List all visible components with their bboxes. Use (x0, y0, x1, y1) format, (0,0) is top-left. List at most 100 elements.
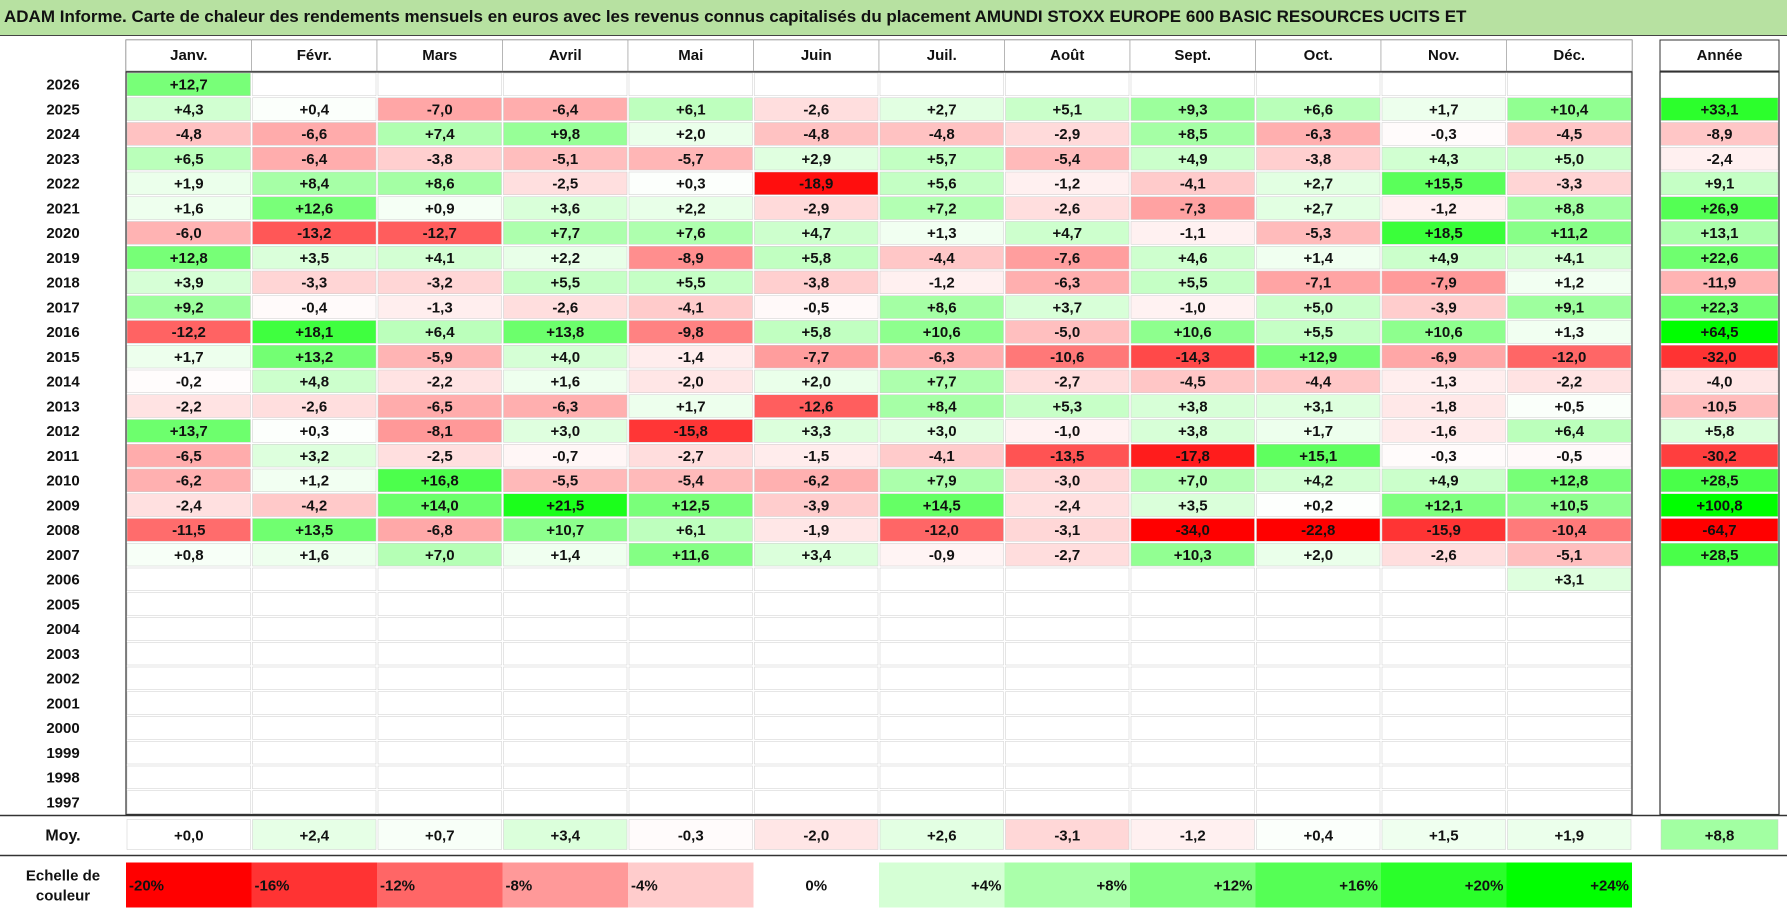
table-row: 1998 (46, 765, 1778, 789)
heatmap-cell (126, 444, 251, 468)
heatmap-cell-value: +8,8 (1554, 200, 1584, 217)
heatmap-cell-value: +3,0 (927, 423, 957, 440)
heatmap-cell (879, 369, 1004, 393)
heatmap-cell (1507, 741, 1632, 765)
heatmap-cell (628, 196, 753, 220)
color-scale-swatch (1255, 862, 1381, 908)
heatmap-cell (503, 592, 628, 616)
heatmap-cell-value: +0,2 (1303, 497, 1333, 514)
heatmap-cell-value: +15,5 (1425, 176, 1463, 193)
heatmap-cell (628, 394, 753, 418)
heatmap-cell (503, 666, 628, 690)
heatmap-cell (879, 567, 1004, 591)
average-cell-value: -3,1 (1054, 828, 1080, 845)
heatmap-cell (1005, 196, 1130, 220)
heatmap-cell-value: -6,5 (176, 448, 202, 465)
heatmap-cell-value: -10,6 (1050, 349, 1084, 366)
heatmap-cell (252, 419, 377, 443)
heatmap-cell (1005, 72, 1130, 96)
heatmap-cell (126, 765, 251, 789)
heatmap-cell-value: +8,4 (927, 398, 957, 415)
heatmap-cell (1381, 270, 1506, 294)
heatmap-cell-value: +6,5 (174, 151, 204, 168)
heatmap-cell (1130, 394, 1255, 418)
heatmap-cell (754, 270, 879, 294)
heatmap-cell (126, 642, 251, 666)
heatmap-cell (1256, 419, 1381, 443)
heatmap-cell (252, 97, 377, 121)
heatmap-cell (1381, 691, 1506, 715)
table-row: 2015 +1,7 +13,2 -5,9 +4,0 -1,4 -7,7 -6,3 -10,6 -1… (46, 345, 1779, 369)
heatmap-cell-value: +2,9 (801, 151, 831, 168)
annual-cell-value: -4,0 (1707, 374, 1733, 391)
month-header-cell (502, 39, 629, 72)
heatmap-cell-value: -0,4 (301, 299, 328, 316)
heatmap-cell-value: -1,5 (803, 448, 829, 465)
annual-cell-value: +9,1 (1705, 176, 1735, 193)
average-cell (879, 819, 1004, 850)
heatmap-cell (1256, 196, 1381, 220)
heatmap-cell (377, 790, 502, 814)
heatmap-cell-value: +7,0 (425, 547, 455, 564)
heatmap-cell (1256, 691, 1381, 715)
heatmap-cell-value: +4,2 (1303, 473, 1333, 490)
table-row: 2005 (46, 592, 1778, 616)
heatmap-cell (126, 369, 251, 393)
table-row: 2025 +4,3 +0,4 -7,0 -6,4 +6,1 -2,6 +2,7 +5,1 +9,3… (46, 97, 1779, 121)
heatmap-cell (1381, 246, 1506, 270)
average-cell-value: -1,2 (1180, 828, 1206, 845)
table-row: 2010 -6,2 +1,2 +16,8 -5,5 -5,4 -6,2 +7,9 -3,0 +7,… (46, 468, 1779, 492)
heatmap-cell (503, 617, 628, 641)
heatmap-cell (1130, 716, 1255, 740)
heatmap-cell-value: -2,0 (678, 374, 704, 391)
heatmap-cell (503, 369, 628, 393)
heatmap-cell-value: +3,4 (801, 547, 831, 564)
year-label: 2016 (46, 324, 79, 341)
heatmap-cell (1005, 394, 1130, 418)
heatmap-cell-value: +21,5 (546, 497, 584, 514)
heatmap-cell (1130, 518, 1255, 542)
heatmap-cell (252, 221, 377, 245)
color-scale-step-label: -16% (255, 878, 290, 895)
average-cell (628, 819, 753, 850)
heatmap-cell (628, 369, 753, 393)
heatmap-cell (879, 394, 1004, 418)
annual-cell-value: -2,4 (1707, 151, 1734, 168)
heatmap-cell (628, 691, 753, 715)
annual-cell (1660, 369, 1779, 393)
heatmap-cell-value: +15,1 (1299, 448, 1337, 465)
heatmap-cell-value: +1,3 (1554, 324, 1584, 341)
table-row: 2022 +1,9 +8,4 +8,6 -2,5 +0,3 -18,9 +5,6 -1,2 -4,… (46, 171, 1779, 195)
heatmap-cell-value: +4,1 (425, 250, 455, 267)
heatmap-cell-value: +5,8 (801, 324, 831, 341)
color-scale-step-label: 0% (805, 878, 827, 895)
heatmap-cell-value: +1,4 (1303, 250, 1333, 267)
heatmap-cell-value: -2,5 (427, 448, 453, 465)
heatmap-cell-value: +1,7 (676, 398, 706, 415)
heatmap-cell (126, 543, 251, 567)
heatmap-cell (628, 97, 753, 121)
heatmap-cell (1005, 171, 1130, 195)
average-annual-cell (1660, 819, 1779, 850)
heatmap-cell (503, 419, 628, 443)
heatmap-cell (126, 147, 251, 171)
heatmap-cell (252, 171, 377, 195)
heatmap-cell (377, 270, 502, 294)
heatmap-cell (1381, 320, 1506, 344)
heatmap-cell (1005, 642, 1130, 666)
heatmap-cell-value: +4,1 (1554, 250, 1584, 267)
heatmap-cell-value: -6,9 (1431, 349, 1457, 366)
heatmap-cell (1507, 543, 1632, 567)
heatmap-cell-value: +9,2 (174, 299, 204, 316)
color-scale: Echelle de couleur -20% -16% -12% -8% -4% 0% +4%… (26, 862, 1632, 908)
heatmap-cell (879, 617, 1004, 641)
heatmap-cell (628, 666, 753, 690)
table-row: 2026 +12,7 (46, 72, 1778, 96)
heatmap-cell (879, 642, 1004, 666)
heatmap-cell (628, 419, 753, 443)
heatmap-cell-value: -1,1 (1180, 225, 1206, 242)
heatmap-cell (754, 320, 879, 344)
heatmap-cell (377, 394, 502, 418)
heatmap-cell (1381, 394, 1506, 418)
table-row: 2016 -12,2 +18,1 +6,4 +13,8 -9,8 +5,8 +10,6 -5,0… (46, 320, 1779, 344)
